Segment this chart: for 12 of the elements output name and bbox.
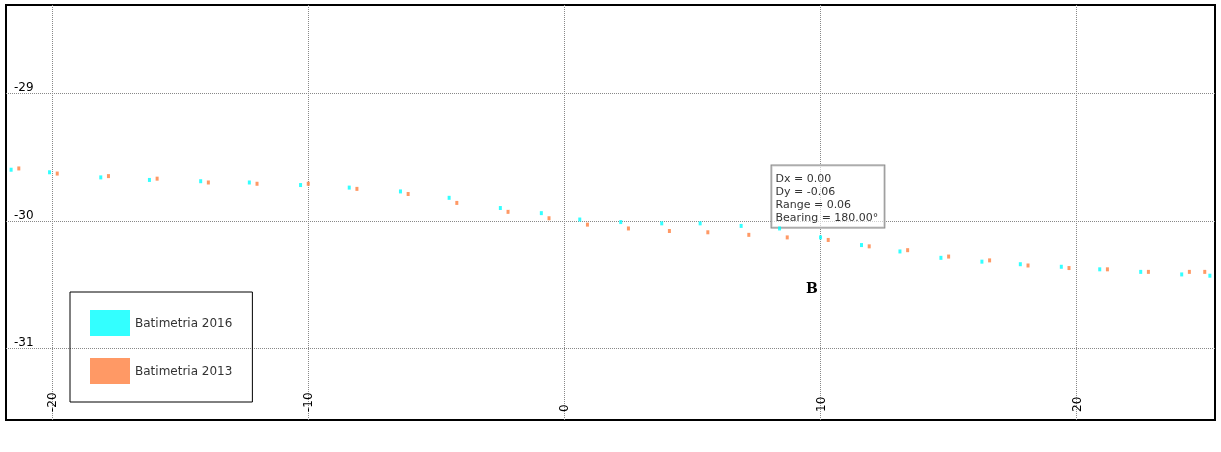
x-tick-label: 10 bbox=[813, 396, 828, 412]
legend-label: Batimetria 2016 bbox=[135, 316, 233, 330]
x-tick-label: -20 bbox=[45, 392, 60, 412]
legend-label: Batimetria 2013 bbox=[135, 364, 233, 378]
x-tick-label: -10 bbox=[301, 392, 316, 412]
annotation: B bbox=[806, 280, 819, 296]
y-tick-label: -31 bbox=[14, 335, 34, 350]
x-tick-label: 0 bbox=[557, 404, 572, 412]
y-tick-label: -30 bbox=[14, 207, 34, 222]
x-tick-label: 20 bbox=[1069, 396, 1084, 412]
y-tick-label: -29 bbox=[14, 80, 34, 95]
annotation: Dx = 0.00 Dy = -0.06 Range = 0.06 Bearing = 180.00° bbox=[775, 171, 879, 224]
